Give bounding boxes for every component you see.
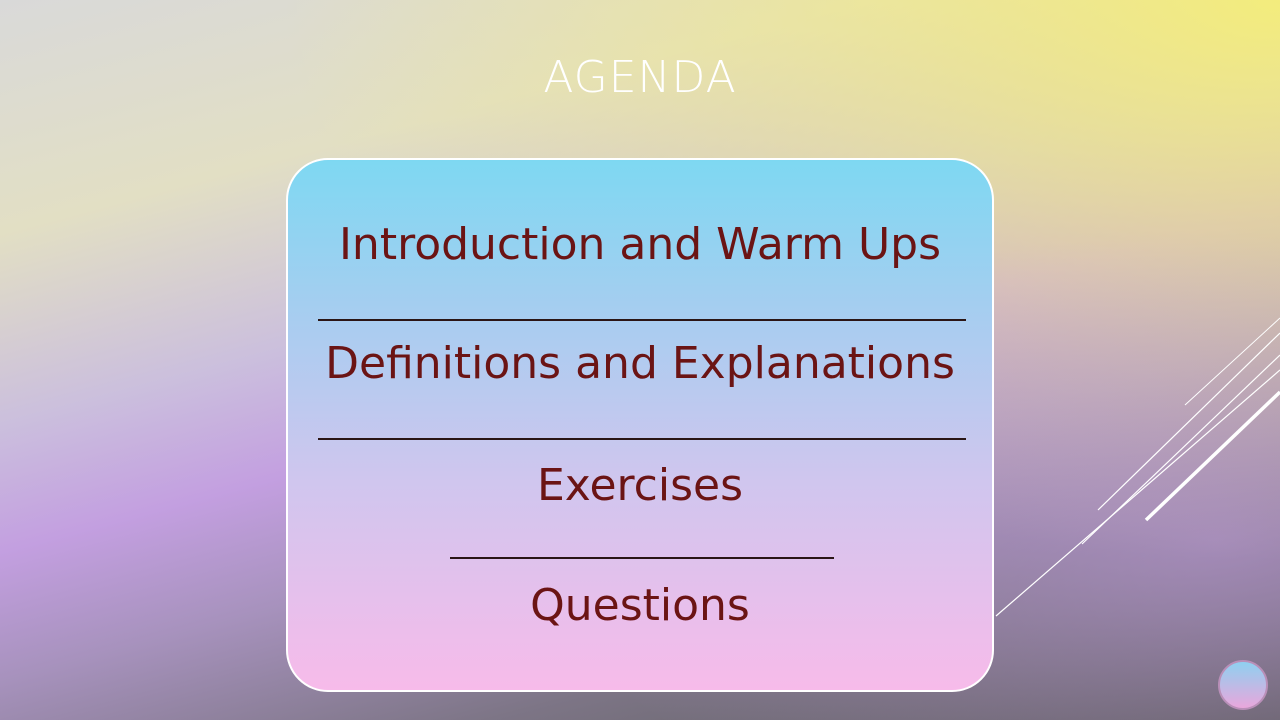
agenda-divider-3 bbox=[450, 557, 834, 559]
deco-line-thick bbox=[1144, 390, 1280, 522]
agenda-item-questions: Questions bbox=[530, 580, 750, 631]
deco-line-short bbox=[1184, 317, 1280, 406]
agenda-item-introduction: Introduction and Warm Ups bbox=[338, 219, 942, 270]
deco-line-mid bbox=[1081, 354, 1280, 545]
agenda-box: Introduction and Warm Ups Definitions an… bbox=[286, 158, 994, 692]
agenda-divider-1 bbox=[318, 319, 966, 321]
deco-line-upper bbox=[1097, 332, 1280, 511]
agenda-item-definitions: Definitions and Explanations bbox=[325, 338, 955, 389]
agenda-divider-2 bbox=[318, 438, 966, 440]
circular-logo-icon bbox=[1218, 660, 1268, 710]
deco-line-long bbox=[995, 369, 1280, 617]
agenda-item-exercises: Exercises bbox=[536, 460, 743, 511]
slide-title: AGENDA bbox=[543, 52, 737, 103]
